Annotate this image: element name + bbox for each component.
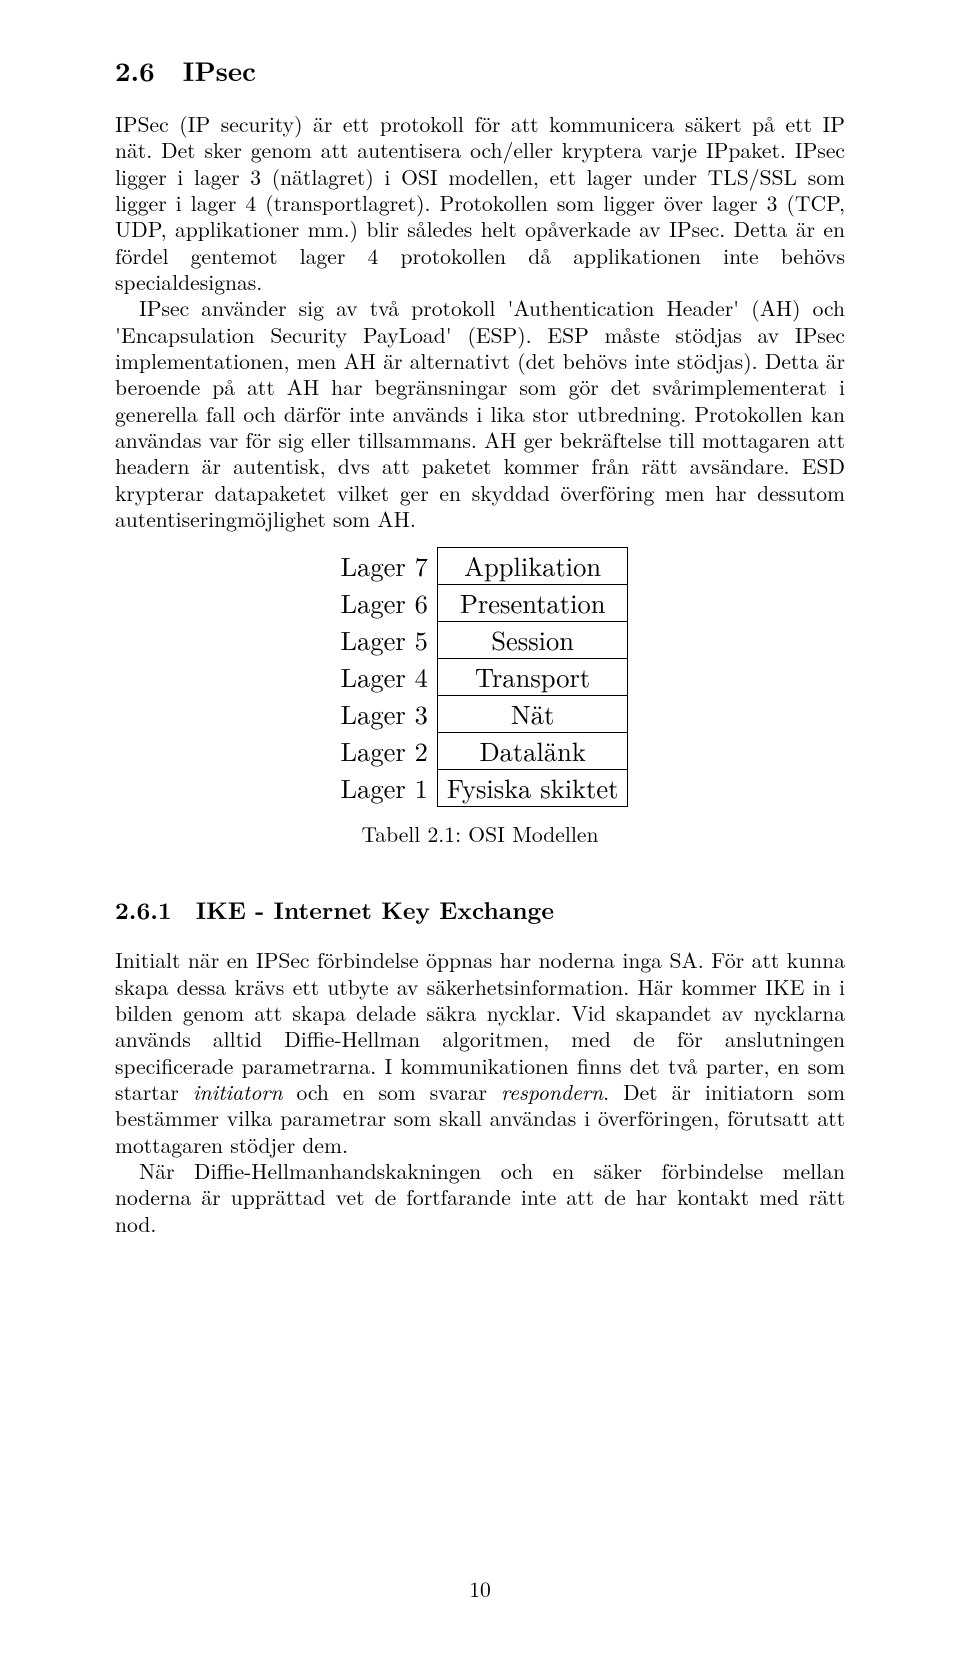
paragraph-4: När Diffie-Hellmanhandskakningen och en … [115, 1158, 845, 1237]
table-row: Lager 2 Datalänk [332, 733, 628, 770]
osi-layer-name: Session [437, 621, 628, 658]
subsection-number: 2.6.1 [115, 893, 172, 927]
osi-layer-label: Lager 6 [332, 584, 438, 621]
osi-layer-label: Lager 4 [332, 658, 438, 695]
document-page: 2.6 IPsec IPSec (IP security) är ett prot… [0, 0, 960, 1660]
osi-layer-name: Datalänk [437, 733, 628, 770]
table-row: Lager 1 Fysiska skiktet [332, 770, 628, 807]
table-row: Lager 5 Session [332, 621, 628, 658]
section-number: 2.6 [115, 50, 155, 89]
osi-layer-label: Lager 1 [332, 770, 438, 807]
table-caption: Tabell 2.1: OSI Modellen [362, 819, 599, 849]
osi-layer-label: Lager 5 [332, 621, 438, 658]
subsection-title: IKE - Internet Key Exchange [196, 893, 554, 927]
page-number: 10 [0, 1574, 960, 1604]
osi-layer-label: Lager 2 [332, 733, 438, 770]
osi-layer-name: Fysiska skiktet [437, 770, 628, 807]
section-title: IPsec [183, 50, 256, 89]
paragraph-2: IPsec använder sig av två protokoll 'Aut… [115, 295, 845, 532]
osi-layer-name: Presentation [437, 584, 628, 621]
paragraph-1: IPSec (IP security) är ett protokoll för… [115, 111, 845, 295]
table-row: Lager 4 Transport [332, 658, 628, 695]
osi-layer-name: Nät [437, 696, 628, 733]
osi-layer-name: Transport [437, 658, 628, 695]
osi-table-wrap: Lager 7 Applikation Lager 6 Presentation… [115, 547, 845, 850]
osi-layer-name: Applikation [437, 547, 628, 584]
subsection-heading: 2.6.1 IKE - Internet Key Exchange [115, 893, 845, 927]
osi-layer-label: Lager 3 [332, 696, 438, 733]
table-row: Lager 3 Nät [332, 696, 628, 733]
table-row: Lager 7 Applikation [332, 547, 628, 584]
paragraph-3: Initialt när en IPSec förbindelse öppnas… [115, 947, 845, 1158]
osi-table: Lager 7 Applikation Lager 6 Presentation… [332, 547, 629, 808]
table-row: Lager 6 Presentation [332, 584, 628, 621]
osi-layer-label: Lager 7 [332, 547, 438, 584]
section-heading: 2.6 IPsec [115, 50, 845, 89]
